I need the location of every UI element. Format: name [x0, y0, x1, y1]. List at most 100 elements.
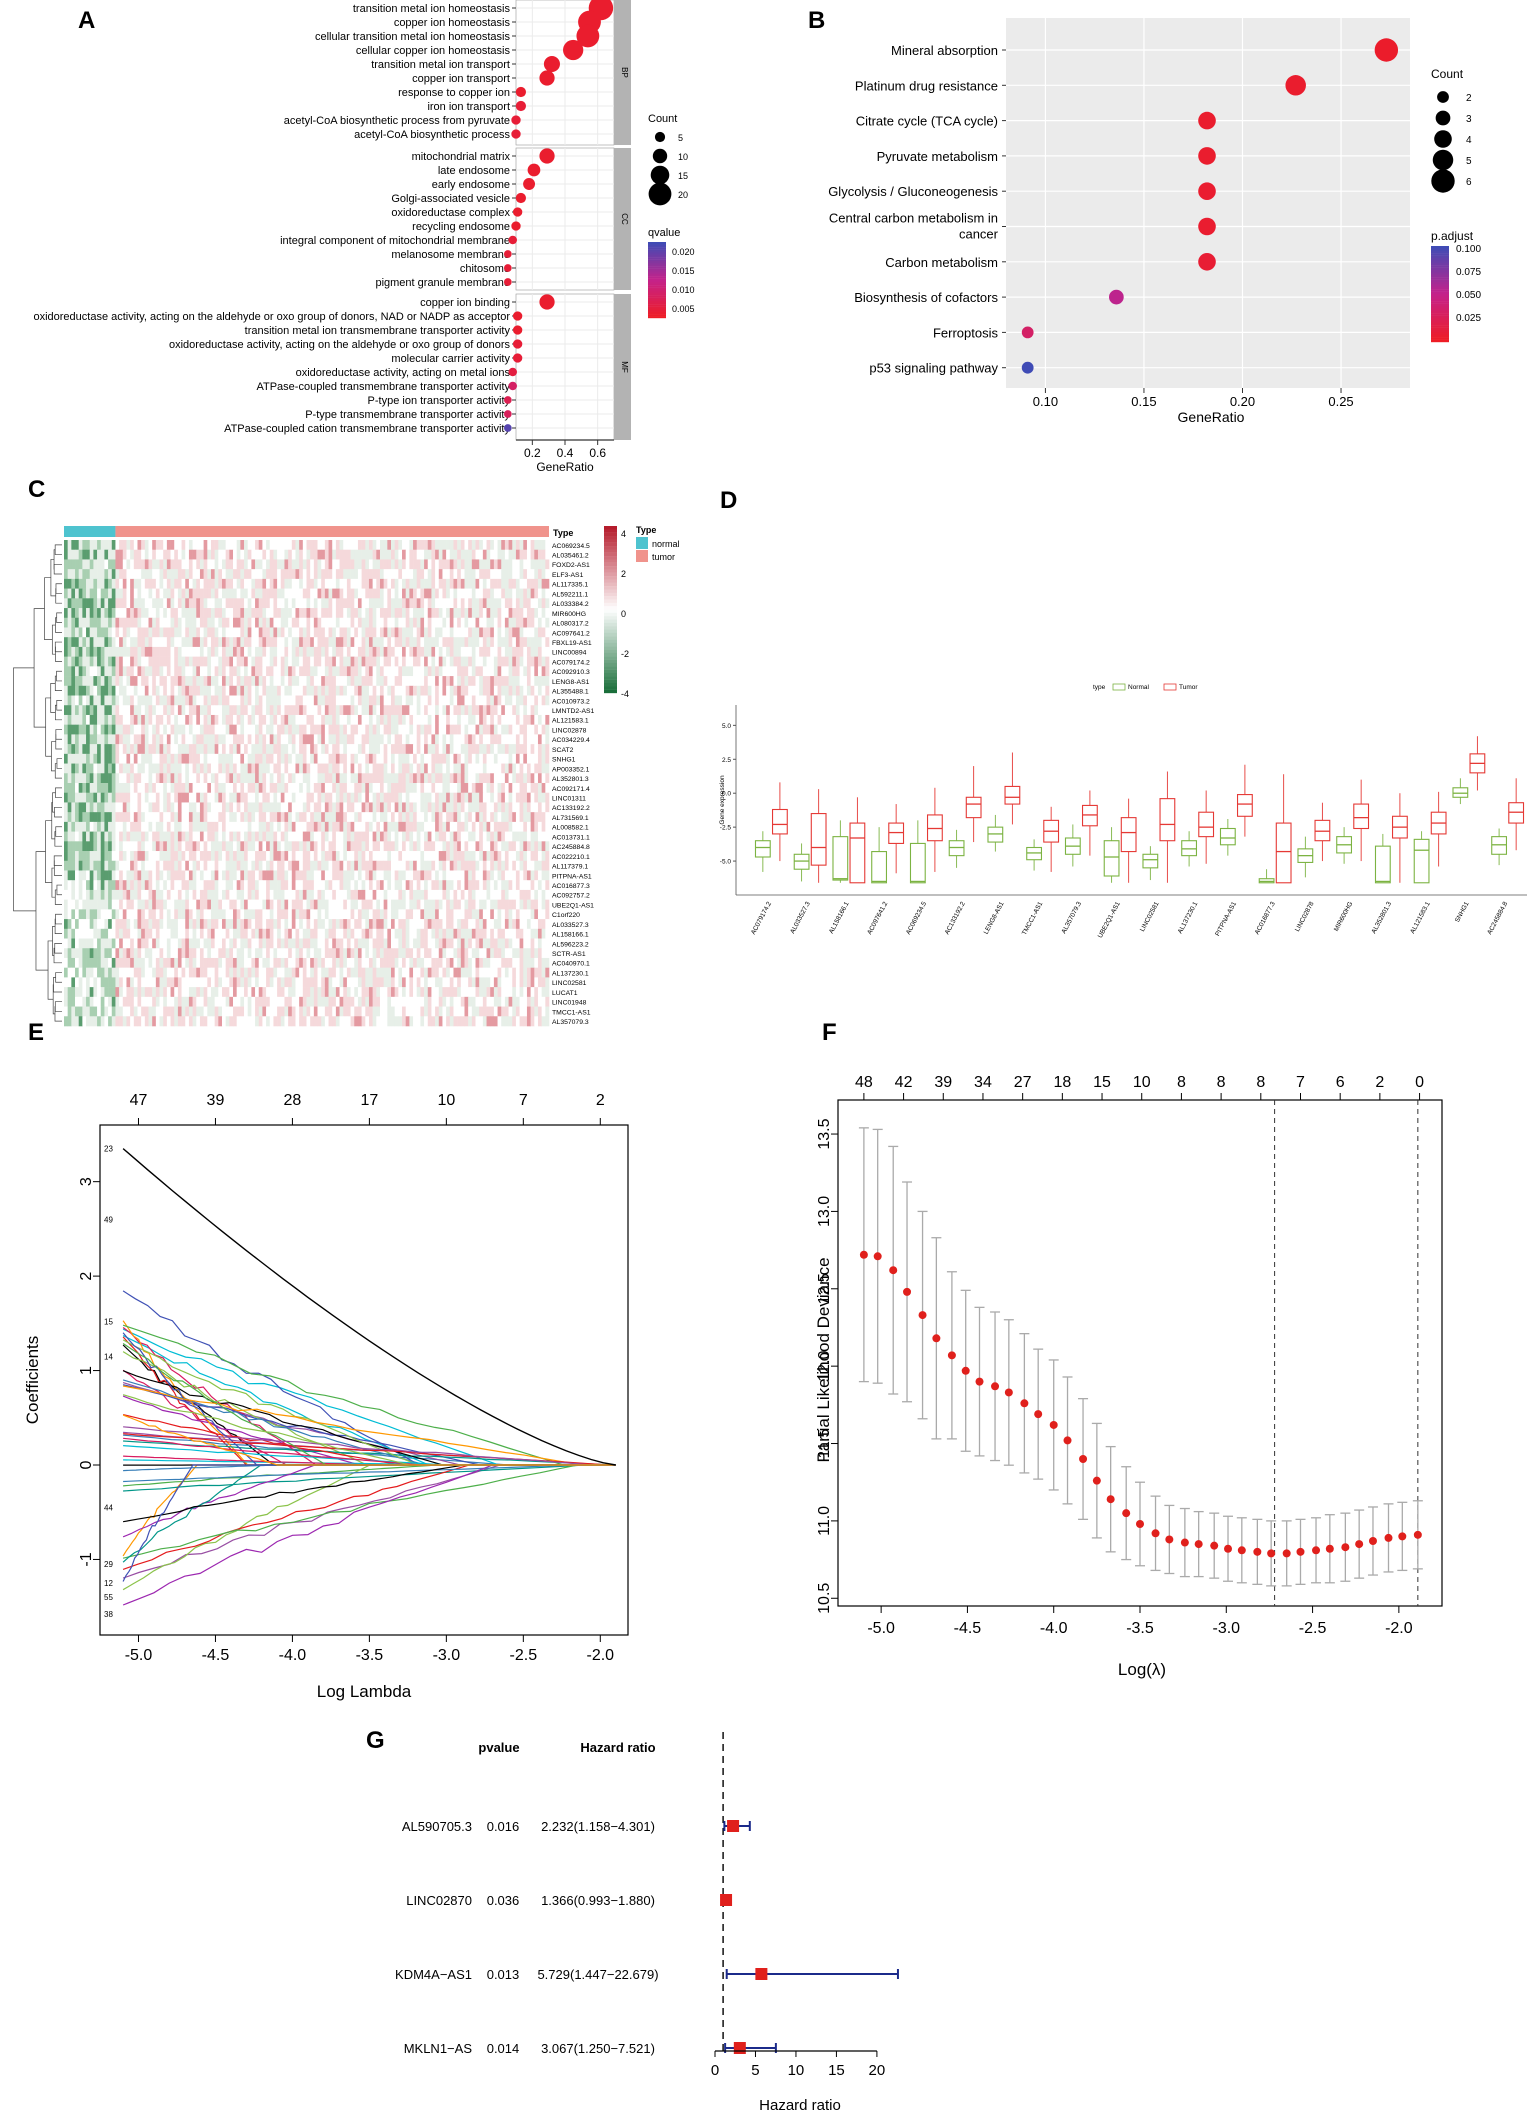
panel-c-heatmap-cell	[137, 744, 142, 755]
panel-c-heatmap-cell	[251, 598, 256, 609]
panel-c-heatmap-cell	[394, 608, 399, 619]
panel-c-heatmap-cell	[368, 753, 373, 764]
panel-c-heatmap-cell	[435, 851, 440, 862]
panel-c-heatmap-cell	[493, 578, 498, 589]
panel-c-heatmap-cell	[233, 753, 237, 764]
panel-c-heatmap-cell	[266, 812, 271, 823]
panel-c-heatmap-cell	[416, 734, 421, 745]
panel-c-heatmap-cell	[233, 598, 237, 609]
panel-c-heatmap-cell	[188, 685, 193, 696]
panel-c-heatmap-cell	[438, 792, 443, 803]
panel-c-heatmap-cell	[244, 860, 249, 871]
panel-c-heatmap-cell	[387, 549, 392, 560]
panel-c-heatmap-cell	[530, 540, 535, 551]
panel-c-heatmap-cell	[398, 676, 403, 687]
panel-c-heatmap-cell	[405, 637, 410, 648]
panel-c-heatmap-cell	[196, 559, 201, 570]
panel-c-heatmap-cell	[306, 578, 311, 589]
panel-c-heatmap-cell	[482, 821, 487, 832]
panel-c-heatmap-cell	[185, 685, 190, 696]
panel-c-heatmap-cell	[170, 860, 175, 871]
panel-c-heatmap-cell	[133, 549, 138, 560]
panel-a-strip-BP	[614, 0, 631, 145]
panel-c-heatmap-cell	[196, 744, 201, 755]
panel-c-heatmap-cell	[383, 695, 388, 706]
panel-c-heatmap-cell	[376, 870, 381, 881]
panel-c-heatmap-cell	[368, 627, 373, 638]
panel-c-heatmap-cell	[526, 773, 531, 784]
panel-c-heatmap-cell	[493, 656, 498, 667]
panel-c-heatmap-cell	[350, 646, 355, 657]
panel-c-heatmap-cell	[504, 753, 509, 764]
panel-c-heatmap-cell	[512, 802, 517, 813]
panel-c-heatmap-cell	[545, 783, 550, 794]
panel-c-heatmap-cell	[431, 588, 436, 599]
panel-c-heatmap-cell	[266, 821, 271, 832]
panel-c-heatmap-cell	[534, 802, 539, 813]
panel-c-heatmap-cell	[530, 870, 535, 881]
panel-c-heatmap-cell	[391, 656, 395, 667]
panel-c-heatmap-cell	[277, 744, 282, 755]
panel-c-heatmap-cell	[137, 608, 142, 619]
panel-c-heatmap-cell	[354, 705, 359, 716]
panel-c-heatmap-cell	[379, 705, 384, 716]
panel-c-heatmap-cell	[141, 637, 146, 648]
panel-c-heatmap-cell	[530, 588, 535, 599]
panel-c-heatmap-cell	[431, 812, 436, 823]
panel-c-heatmap-cell	[501, 685, 506, 696]
panel-c-heatmap-cell	[501, 763, 506, 774]
panel-c-heatmap-cell	[280, 744, 285, 755]
panel-c-heatmap-cell	[82, 841, 87, 852]
panel-c-heatmap-cell	[266, 802, 271, 813]
panel-b-colorbar-segment	[1431, 334, 1449, 338]
panel-b-dot	[1198, 111, 1216, 130]
panel-c-heatmap-cell	[155, 860, 160, 871]
panel-c-heatmap-cell	[391, 608, 395, 619]
panel-c-heatmap-cell	[288, 598, 293, 609]
panel-c-heatmap-cell	[394, 792, 399, 803]
panel-c-heatmap-cell	[519, 851, 524, 862]
panel-c-heatmap-cell	[141, 578, 146, 589]
panel-a-term-label: recycling endosome	[412, 221, 510, 233]
panel-c-heatmap-cell	[174, 792, 179, 803]
panel-c-heatmap-cell	[236, 792, 241, 803]
panel-c-heatmap-cell	[122, 705, 127, 716]
panel-c-heatmap-cell	[310, 705, 315, 716]
panel-c-heatmap-cell	[133, 821, 138, 832]
panel-c-heatmap-cell	[526, 656, 531, 667]
panel-c-heatmap-cell	[247, 685, 252, 696]
panel-c-heatmap-cell	[453, 821, 458, 832]
panel-c-heatmap-cell	[236, 676, 241, 687]
panel-c-heatmap-cell	[188, 724, 193, 735]
panel-c-heatmap-cell	[534, 753, 539, 764]
panel-c-heatmap-cell	[424, 851, 429, 862]
panel-c-heatmap-cell	[508, 783, 513, 794]
panel-c-heatmap-cell	[130, 812, 135, 823]
panel-c-heatmap-cell	[130, 569, 135, 580]
panel-c-heatmap-cell	[317, 744, 322, 755]
panel-c-heatmap-cell	[277, 851, 282, 862]
panel-c-heatmap-cell	[497, 783, 502, 794]
panel-c-heatmap-cell	[387, 705, 392, 716]
panel-c-heatmap-cell	[82, 763, 87, 774]
panel-c-heatmap-cell	[482, 753, 487, 764]
panel-c-heatmap-cell	[405, 812, 410, 823]
panel-c-heatmap-cell	[214, 569, 219, 580]
panel-c-heatmap-cell	[244, 695, 249, 706]
panel-b-colorbar-segment	[1431, 262, 1449, 266]
panel-c-heatmap-cell	[119, 821, 124, 832]
panel-c-heatmap-cell	[185, 860, 190, 871]
panel-c-heatmap-cell	[394, 676, 399, 687]
panel-c-heatmap-cell	[372, 821, 377, 832]
panel-c-heatmap-cell	[534, 792, 539, 803]
panel-c-heatmap-cell	[97, 783, 102, 794]
panel-c-heatmap-cell	[435, 860, 440, 871]
panel-c-heatmap-cell	[89, 559, 94, 570]
panel-c-heatmap-cell	[504, 724, 509, 735]
panel-c-heatmap-cell	[310, 559, 315, 570]
panel-c-heatmap-cell	[346, 831, 351, 842]
panel-c-heatmap-cell	[75, 608, 79, 619]
panel-c-heatmap-cell	[284, 569, 289, 580]
panel-c-heatmap-cell	[368, 763, 373, 774]
panel-c-heatmap-cell	[512, 734, 517, 745]
